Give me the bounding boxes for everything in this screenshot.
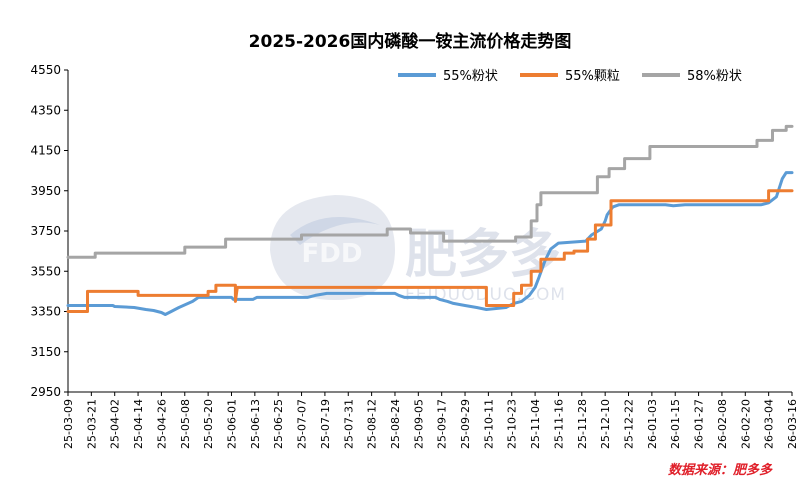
x-axis-ticks: 25-03-09 25-03-21 25-04-02 25-04-14 25-04-26…: [62, 392, 799, 449]
legend-label-1: 55%粉状: [443, 69, 498, 84]
x-tick-label: 25-07-19: [319, 399, 332, 449]
x-tick-label: 25-09-05: [412, 399, 425, 449]
x-tick-label: 25-09-29: [459, 399, 472, 449]
y-tick-label: 2950: [30, 385, 61, 399]
x-tick-label: 25-10-11: [482, 399, 495, 449]
watermark-brand: 肥多多: [405, 225, 561, 285]
x-tick-label: 25-04-26: [155, 399, 168, 449]
x-tick-label: 25-11-28: [576, 399, 589, 449]
legend-label-3: 58%粉状: [687, 69, 742, 84]
series-line-2: [66, 189, 794, 313]
x-tick-label: 25-06-01: [225, 399, 238, 449]
watermark-logo: FDD: [302, 239, 363, 269]
watermark: FDD 肥多多 FEIDUODUO.COM: [270, 195, 565, 305]
watermark-logo-icon: FDD: [270, 195, 395, 300]
y-tick-label: 3350: [30, 305, 61, 319]
x-tick-label: 26-02-08: [716, 399, 729, 449]
x-tick-label: 25-07-07: [296, 399, 309, 449]
x-tick-label: 26-03-04: [763, 399, 776, 449]
x-tick-label: 25-05-20: [202, 399, 215, 449]
x-tick-label: 25-10-23: [506, 399, 519, 449]
x-tick-label: 25-11-04: [529, 399, 542, 449]
x-tick-label: 25-05-08: [179, 399, 192, 449]
x-tick-label: 25-12-22: [623, 399, 636, 449]
x-tick-label: 26-01-27: [693, 399, 706, 449]
x-tick-label: 25-09-17: [436, 399, 449, 449]
x-tick-label: 25-12-10: [599, 399, 612, 449]
x-tick-label: 26-03-16: [786, 399, 799, 449]
series-lines: [66, 124, 794, 316]
y-tick-label: 3750: [30, 224, 61, 238]
x-tick-label: 25-08-24: [389, 399, 402, 449]
y-tick-label: 4150: [30, 144, 61, 158]
x-tick-label: 26-01-15: [669, 399, 682, 449]
series-line-3: [66, 124, 794, 259]
x-tick-label: 25-06-13: [249, 399, 262, 449]
series-line-1: [66, 171, 794, 316]
x-tick-label: 25-11-16: [552, 399, 565, 449]
x-tick-label: 25-06-25: [272, 399, 285, 449]
y-tick-label: 3150: [30, 345, 61, 359]
legend-label-2: 55%颗粒: [565, 69, 620, 84]
y-tick-label: 3950: [30, 184, 61, 198]
x-tick-label: 25-03-21: [85, 399, 98, 449]
legend: 55%粉状 55%颗粒 58%粉状: [398, 69, 742, 84]
y-tick-label: 4550: [30, 63, 61, 77]
y-tick-label: 4350: [30, 103, 61, 117]
x-tick-label: 26-01-03: [646, 399, 659, 449]
x-tick-label: 25-08-12: [366, 399, 379, 449]
chart-title: 2025-2026国内磷酸一铵主流价格走势图: [249, 31, 572, 52]
x-tick-label: 25-03-09: [62, 399, 75, 449]
y-axis-ticks: 2950 3150 3350 3550 3750 3950 4150 4350 4550: [30, 63, 68, 399]
x-tick-label: 25-04-02: [109, 399, 122, 449]
source-label: 数据来源：肥多多: [668, 462, 773, 478]
x-tick-label: 26-02-20: [739, 399, 752, 449]
y-tick-label: 3550: [30, 264, 61, 278]
x-tick-label: 25-07-31: [342, 399, 355, 449]
x-tick-label: 25-04-14: [132, 399, 145, 449]
